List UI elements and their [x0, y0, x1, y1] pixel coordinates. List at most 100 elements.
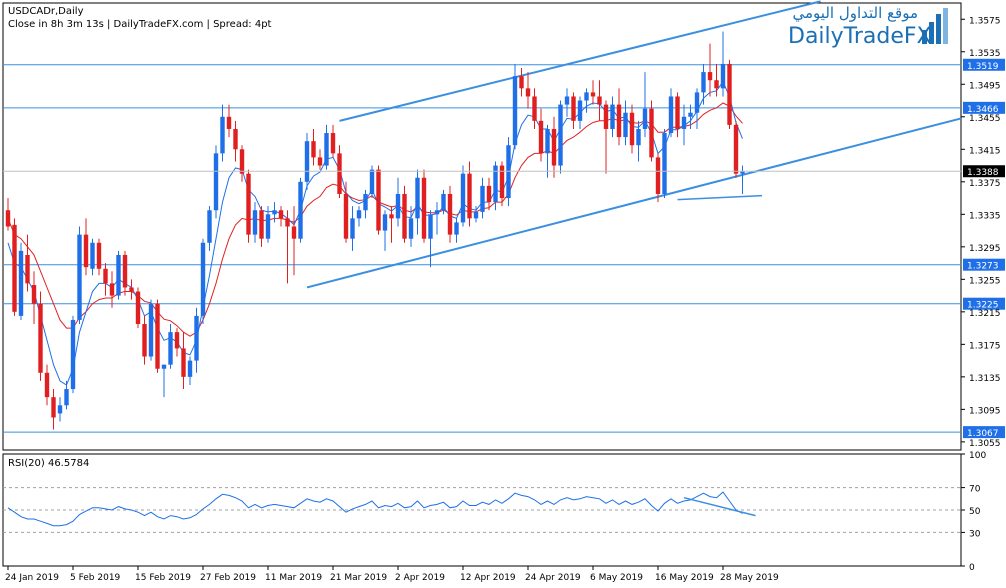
candle-body: [389, 214, 394, 219]
price-tick-label: 1.3375: [969, 179, 1001, 189]
candle-body: [629, 112, 635, 146]
price-tick-label: 1.3295: [969, 244, 1001, 254]
candle-body: [668, 96, 674, 134]
candle-body: [402, 193, 407, 239]
price-tick-label: 1.3215: [969, 309, 1001, 319]
candle-body: [454, 222, 459, 235]
candle-body: [558, 104, 563, 166]
candle-body: [694, 92, 700, 113]
candle-body: [350, 218, 355, 239]
candle-body: [720, 63, 726, 89]
candle-body: [551, 128, 557, 166]
rsi-panel-frame: [2, 453, 962, 567]
candle-body: [408, 218, 414, 239]
candle-body: [532, 96, 537, 121]
candle-body: [701, 72, 706, 93]
candle-body: [519, 76, 524, 89]
time-tick-label: 2 Apr 2019: [395, 573, 445, 583]
price-tick-label: 1.3495: [969, 81, 1001, 91]
candle-body: [681, 116, 687, 129]
level-label: 1.3273: [967, 262, 999, 272]
candle-body: [564, 96, 570, 105]
candle-body: [226, 116, 232, 129]
rsi-tick-label: 100: [969, 451, 986, 461]
price-tick-label: 1.3415: [969, 146, 1001, 156]
rsi-tick-label: 0: [969, 563, 975, 573]
candle-body: [330, 133, 336, 154]
candle-body: [103, 268, 108, 284]
price-tick-label: 1.3175: [969, 341, 1001, 351]
candle-body: [246, 173, 251, 235]
candle-body: [727, 63, 732, 125]
candle-body: [174, 332, 180, 349]
candle-body: [291, 226, 297, 239]
candle-body: [395, 193, 401, 219]
candle-body: [525, 88, 531, 97]
support-trendline: [677, 194, 763, 201]
price-axis: 1.3519 1.3466 1.3273 1.3225 1.3067 1.3575 1.35…: [961, 16, 1005, 573]
candle-body: [239, 149, 245, 174]
dailytradefx-logo: موقع التداول اليومي DailyTradeFX: [788, 4, 956, 50]
candle-body: [31, 285, 37, 304]
candle-body: [90, 242, 95, 269]
candle-body: [538, 120, 544, 154]
candle-body: [259, 210, 264, 239]
candle-body: [285, 218, 290, 227]
current-price-bg: [963, 165, 1005, 178]
candle-body: [447, 193, 453, 235]
time-tick-label: 21 Mar 2019: [330, 573, 387, 583]
rsi-plot: RSI(20) 46.5784: [3, 458, 961, 533]
candle-body: [473, 211, 479, 219]
candle-body: [642, 108, 648, 129]
candle-body: [129, 287, 134, 292]
time-tick-label: 12 Apr 2019: [460, 573, 516, 583]
rsi-divergence-line: [683, 496, 756, 517]
candle-body: [207, 210, 212, 243]
price-tick-label: 1.3095: [969, 406, 1001, 416]
level-label-bg: [963, 58, 1005, 71]
candle-body: [311, 141, 316, 158]
candle-body: [415, 177, 420, 219]
candle-body: [142, 324, 147, 357]
candle-body: [545, 128, 550, 154]
rsi-tick-label: 30: [969, 529, 981, 539]
time-tick-label: 15 Feb 2019: [135, 573, 191, 583]
candle-body: [161, 364, 167, 369]
candle-body: [25, 254, 30, 284]
candle-body: [135, 291, 141, 325]
candle-body: [421, 177, 427, 239]
candle-body: [57, 405, 63, 414]
candle-body: [597, 96, 602, 105]
candle-body: [480, 185, 485, 212]
candle-body: [571, 96, 576, 121]
candle-body: [740, 171, 745, 174]
candle-body: [96, 242, 102, 269]
candle-body: [707, 72, 713, 81]
candle-body: [70, 319, 76, 390]
level-label: 1.3466: [967, 105, 999, 115]
candle-body: [649, 108, 654, 158]
candle-body: [356, 210, 362, 219]
candle-body: [44, 372, 50, 398]
candle-body: [324, 133, 329, 166]
time-tick-label: 24 Jan 2019: [5, 573, 59, 583]
candle-body: [512, 76, 518, 146]
candle-body: [187, 360, 193, 377]
bar-chart-icon: [922, 8, 954, 44]
candle-body: [122, 254, 128, 288]
candle-body: [194, 315, 199, 361]
symbol-title: USDCADr,Daily: [8, 6, 84, 17]
channel-lower-trendline: [306, 117, 962, 289]
channel-upper-trendline: [339, 0, 821, 122]
candle-body: [38, 303, 43, 373]
candle-body: [220, 116, 225, 154]
main-panel-frame: [2, 2, 962, 451]
candle-body: [213, 153, 219, 211]
candle-body: [200, 242, 206, 316]
candle-body: [77, 234, 82, 320]
candle-body: [304, 141, 310, 182]
candle-body: [460, 173, 466, 223]
candle-body: [83, 234, 89, 268]
main-panel: [2, 0, 962, 451]
price-tick-label: 1.3135: [969, 374, 1001, 384]
